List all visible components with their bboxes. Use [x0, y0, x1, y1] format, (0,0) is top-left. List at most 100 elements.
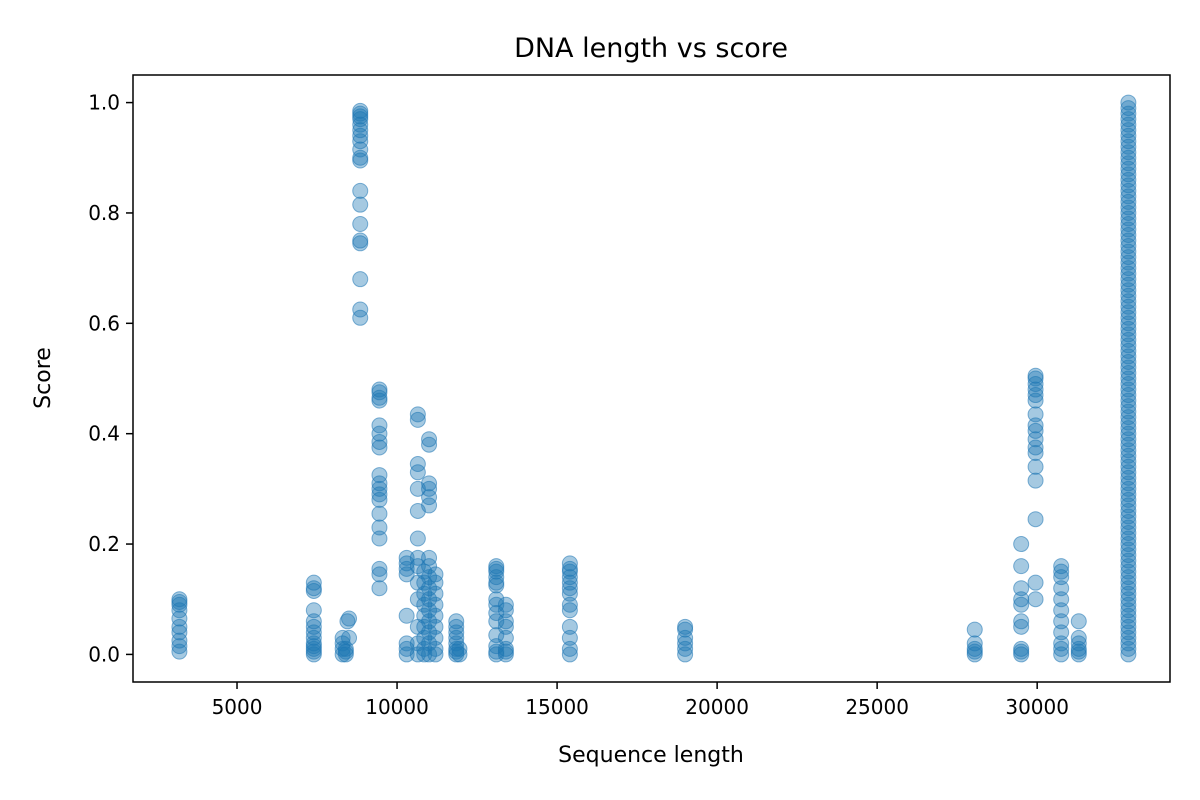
data-point [1120, 287, 1137, 304]
data-point [171, 602, 188, 619]
data-point [1120, 591, 1137, 608]
data-point [1120, 458, 1137, 475]
data-point [1120, 403, 1137, 420]
data-point [1120, 309, 1137, 326]
data-point [1120, 348, 1137, 365]
data-point [409, 406, 426, 423]
data-point [1120, 409, 1137, 426]
data-point [1120, 210, 1137, 227]
data-point [1120, 171, 1137, 188]
data-point [1027, 439, 1044, 456]
data-point [1027, 392, 1044, 409]
data-point [1013, 613, 1030, 630]
data-point [1120, 558, 1137, 575]
data-point [1120, 166, 1137, 183]
data-point [1120, 635, 1137, 652]
x-tick-label: 15000 [525, 695, 589, 719]
data-point [421, 624, 438, 641]
data-point [561, 640, 578, 657]
data-point [352, 141, 369, 158]
data-point [561, 560, 578, 577]
data-point [371, 417, 388, 434]
data-point [1120, 596, 1137, 613]
data-point [371, 439, 388, 456]
data-point [1120, 497, 1137, 514]
data-point [1053, 613, 1070, 630]
data-point [1120, 199, 1137, 216]
data-point [677, 629, 694, 646]
data-point [1120, 624, 1137, 641]
data-point [1120, 491, 1137, 508]
data-point [421, 480, 438, 497]
data-point [488, 558, 505, 575]
data-point [371, 560, 388, 577]
data-point [1120, 337, 1137, 354]
data-point [409, 411, 426, 428]
data-point [1027, 431, 1044, 448]
data-point [171, 591, 188, 608]
data-point [1027, 417, 1044, 434]
x-axis: 5000 10000 15000 20000 25000 30000 [212, 682, 1069, 719]
data-point [1120, 249, 1137, 266]
data-point [427, 596, 444, 613]
data-point [1120, 547, 1137, 564]
data-point [427, 640, 444, 657]
data-point [371, 480, 388, 497]
data-point [1027, 406, 1044, 423]
data-point [409, 646, 426, 663]
data-point [398, 566, 415, 583]
data-point [1120, 398, 1137, 415]
data-point [1027, 387, 1044, 404]
data-point [398, 635, 415, 652]
data-point [371, 433, 388, 450]
y-axis-label: Score [31, 347, 56, 409]
data-point [1120, 188, 1137, 205]
data-point [1070, 629, 1087, 646]
data-point [1120, 144, 1137, 161]
data-point [497, 640, 514, 657]
data-point [1120, 271, 1137, 288]
data-point [1027, 574, 1044, 591]
data-point [1120, 160, 1137, 177]
y-tick-label: 1.0 [88, 91, 120, 115]
data-point [1120, 480, 1137, 497]
data-point [371, 530, 388, 547]
data-point [427, 574, 444, 591]
data-point [1120, 238, 1137, 255]
data-point [398, 607, 415, 624]
data-point [1120, 519, 1137, 536]
data-point [1120, 425, 1137, 442]
data-point [561, 569, 578, 586]
data-point [1120, 387, 1137, 404]
data-point [1053, 602, 1070, 619]
data-point [1120, 475, 1137, 492]
data-point [427, 646, 444, 663]
data-point [421, 613, 438, 630]
plot-area [132, 74, 1171, 683]
data-point [561, 602, 578, 619]
data-point [497, 602, 514, 619]
data-point [421, 580, 438, 597]
x-tick-label: 5000 [212, 695, 263, 719]
data-point [1120, 116, 1137, 133]
data-point [561, 574, 578, 591]
data-point [352, 301, 369, 318]
data-point [371, 425, 388, 442]
data-point [1053, 635, 1070, 652]
data-point [1120, 298, 1137, 315]
data-point [1070, 640, 1087, 657]
data-point [1027, 367, 1044, 384]
data-point [561, 618, 578, 635]
data-point [1120, 105, 1137, 122]
data-point [409, 549, 426, 566]
data-point [1120, 182, 1137, 199]
data-point [497, 613, 514, 630]
data-point [1120, 613, 1137, 630]
data-point [1120, 629, 1137, 646]
data-point [1120, 536, 1137, 553]
data-point [1053, 624, 1070, 641]
data-point [409, 558, 426, 575]
data-point [1120, 265, 1137, 282]
data-point [1120, 469, 1137, 486]
